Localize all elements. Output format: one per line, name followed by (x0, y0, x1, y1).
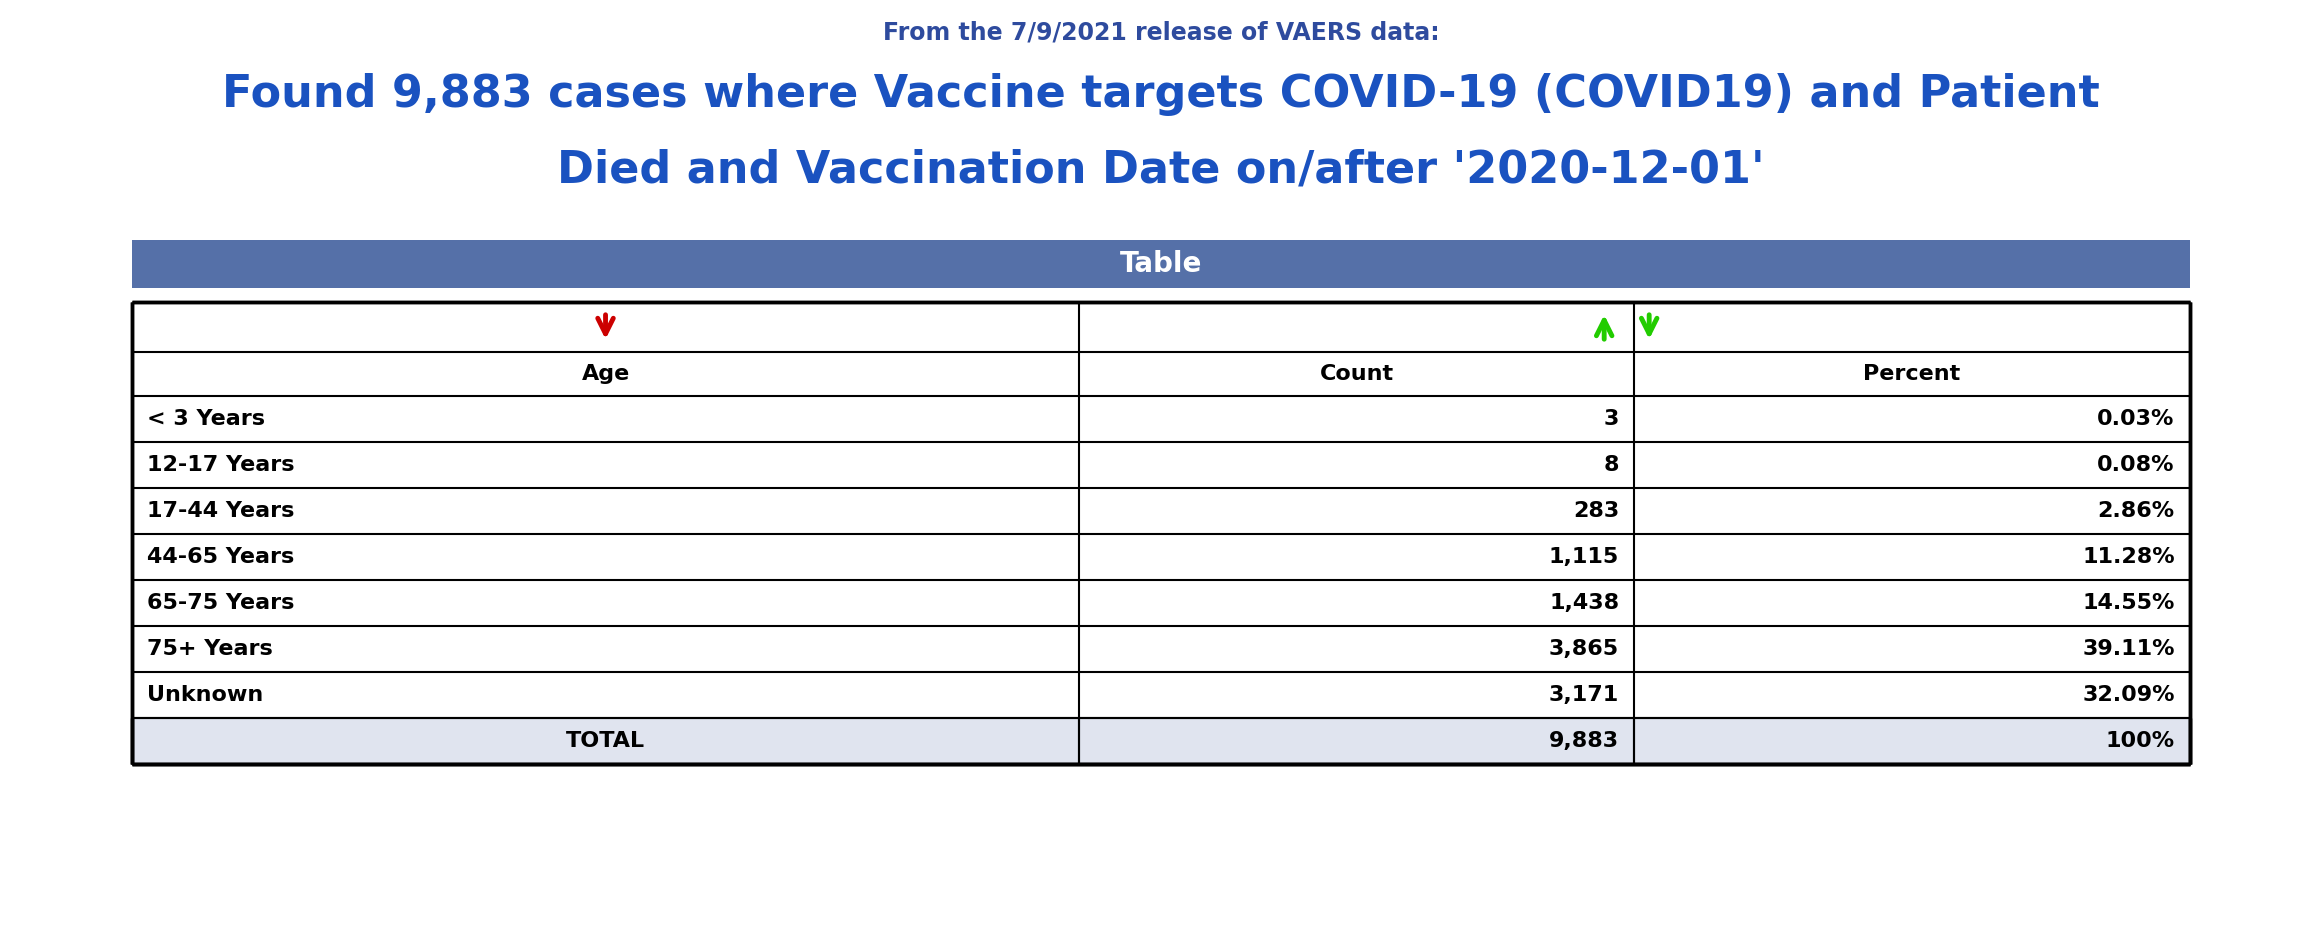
Text: 2.86%: 2.86% (2097, 501, 2176, 521)
Text: 3,865: 3,865 (1549, 639, 1618, 659)
Text: TOTAL: TOTAL (567, 731, 646, 751)
Text: From the 7/9/2021 release of VAERS data:: From the 7/9/2021 release of VAERS data: (882, 20, 1440, 44)
Text: 32.09%: 32.09% (2083, 685, 2176, 705)
Text: 14.55%: 14.55% (2083, 593, 2176, 613)
Text: 100%: 100% (2106, 731, 2176, 751)
Text: 0.03%: 0.03% (2097, 409, 2176, 429)
Bar (132, 240, 2190, 288)
Text: 39.11%: 39.11% (2083, 639, 2176, 659)
Text: Table: Table (1119, 250, 1203, 278)
Text: 11.28%: 11.28% (2083, 547, 2176, 567)
Text: 75+ Years: 75+ Years (146, 639, 274, 659)
Text: 9,883: 9,883 (1549, 731, 1618, 751)
Text: Found 9,883 cases where Vaccine targets COVID-19 (COVID19) and Patient: Found 9,883 cases where Vaccine targets … (223, 73, 2099, 117)
Text: Age: Age (580, 364, 629, 384)
Text: 12-17 Years: 12-17 Years (146, 455, 295, 475)
Text: Count: Count (1319, 364, 1393, 384)
Text: Percent: Percent (1862, 364, 1960, 384)
Text: < 3 Years: < 3 Years (146, 409, 265, 429)
Text: 17-44 Years: 17-44 Years (146, 501, 295, 521)
Text: Unknown: Unknown (146, 685, 265, 705)
Text: 8: 8 (1605, 455, 1618, 475)
Text: 1,438: 1,438 (1549, 593, 1618, 613)
Text: Died and Vaccination Date on/after '2020-12-01': Died and Vaccination Date on/after '2020… (557, 148, 1765, 192)
Text: 1,115: 1,115 (1549, 547, 1618, 567)
Text: 65-75 Years: 65-75 Years (146, 593, 295, 613)
Text: 3,171: 3,171 (1549, 685, 1618, 705)
Text: 3: 3 (1605, 409, 1618, 429)
Text: 44-65 Years: 44-65 Years (146, 547, 295, 567)
Text: 283: 283 (1572, 501, 1618, 521)
Text: 0.08%: 0.08% (2097, 455, 2176, 475)
Bar (132, 718, 2190, 764)
